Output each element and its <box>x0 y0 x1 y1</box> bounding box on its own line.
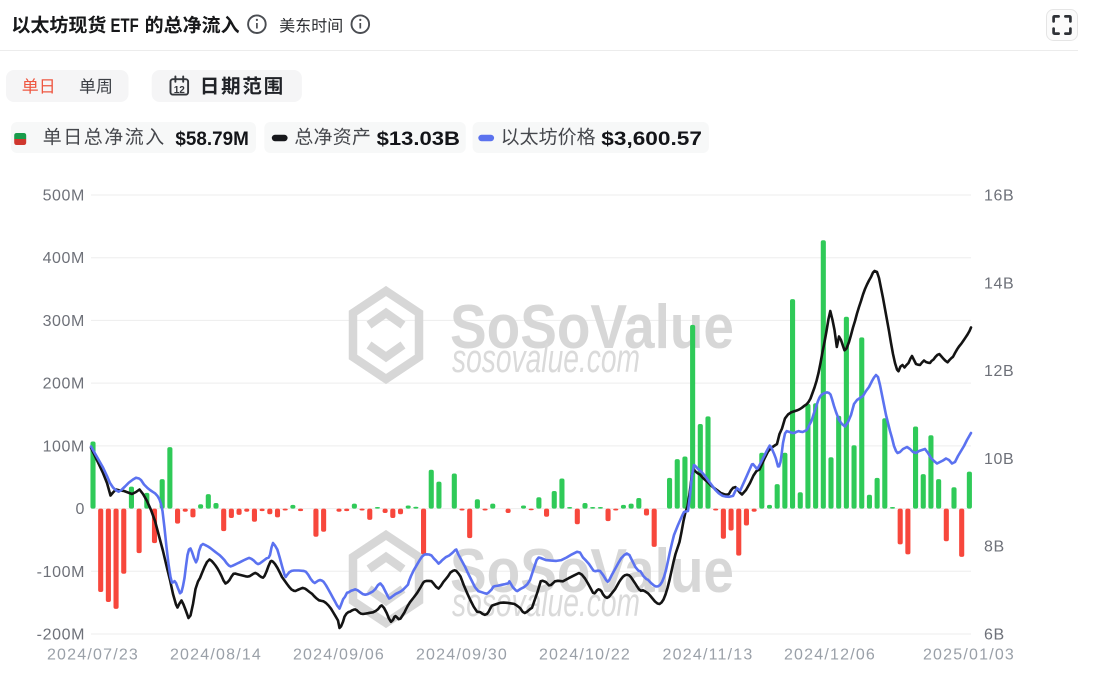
svg-text:2024/07/23: 2024/07/23 <box>47 647 139 664</box>
svg-text:300M: 300M <box>43 313 85 330</box>
svg-text:200M: 200M <box>43 376 85 393</box>
svg-text:-200M: -200M <box>37 627 85 644</box>
svg-text:2024/11/13: 2024/11/13 <box>663 647 754 664</box>
svg-text:10B: 10B <box>984 451 1014 468</box>
svg-text:100M: 100M <box>43 438 85 455</box>
svg-text:sosovalue.com: sosovalue.com <box>452 337 640 381</box>
svg-text:2025/01/03: 2025/01/03 <box>923 647 1015 664</box>
svg-text:$13.03B: $13.03B <box>377 129 460 150</box>
svg-text:16B: 16B <box>984 188 1014 205</box>
svg-text:2024/09/06: 2024/09/06 <box>293 647 385 664</box>
svg-text:500M: 500M <box>43 188 85 205</box>
svg-text:2024/10/22: 2024/10/22 <box>539 647 631 664</box>
svg-text:ETF: ETF <box>111 16 139 37</box>
svg-text:2024/09/30: 2024/09/30 <box>416 647 508 664</box>
svg-text:12B: 12B <box>984 363 1014 380</box>
svg-text:-100M: -100M <box>37 564 85 581</box>
svg-text:400M: 400M <box>43 250 85 267</box>
svg-text:$3,600.57: $3,600.57 <box>601 129 702 150</box>
svg-text:12: 12 <box>174 85 186 96</box>
svg-text:0: 0 <box>76 501 86 518</box>
svg-text:SoSoValue: SoSoValue <box>450 293 734 362</box>
svg-text:2024/08/14: 2024/08/14 <box>170 647 262 664</box>
svg-text:6B: 6B <box>984 627 1005 644</box>
svg-text:SoSoValue: SoSoValue <box>450 537 734 606</box>
svg-text:8B: 8B <box>984 539 1005 556</box>
svg-text:$58.79M: $58.79M <box>175 129 248 150</box>
svg-text:sosovalue.com: sosovalue.com <box>452 581 640 625</box>
svg-text:14B: 14B <box>984 275 1014 292</box>
svg-text:2024/12/06: 2024/12/06 <box>784 647 876 664</box>
